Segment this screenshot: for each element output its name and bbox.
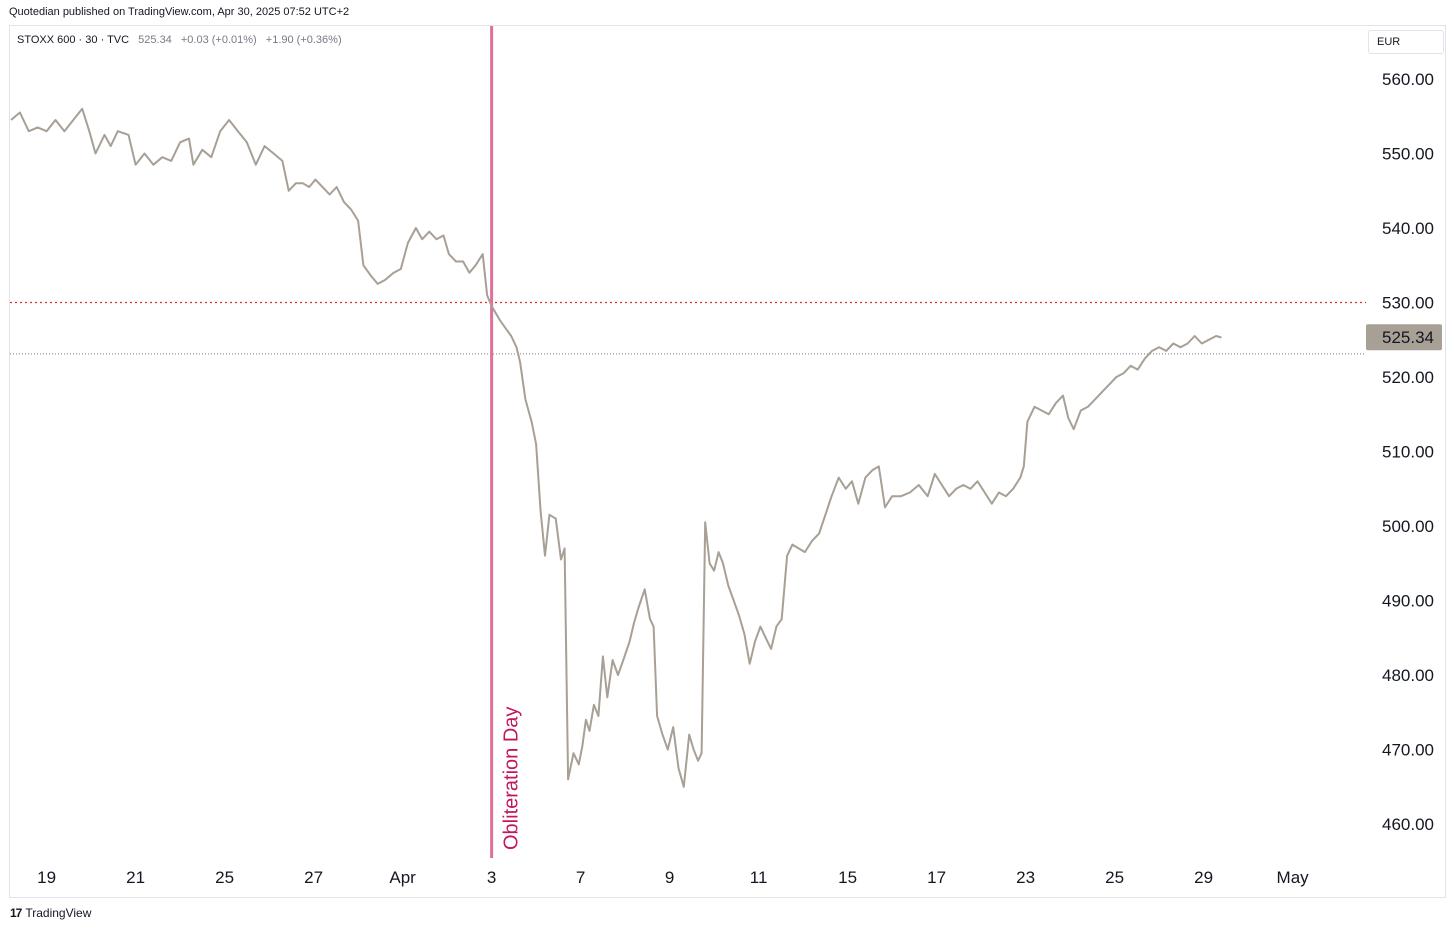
x-tick-label: 29 xyxy=(1194,868,1213,887)
tradingview-brand[interactable]: 17 TradingView xyxy=(10,906,91,920)
x-tick-label: 25 xyxy=(1105,868,1124,887)
y-tick-label: 510.00 xyxy=(1382,443,1434,462)
event-label: Obliteration Day xyxy=(501,707,523,850)
legend-change-2: +1.90 (+0.36%) xyxy=(265,34,342,46)
x-tick-label: 19 xyxy=(37,868,56,887)
legend-values: 525.34 +0.03 (+0.01%) +1.90 (+0.36%) xyxy=(138,34,347,46)
last-value-badge xyxy=(1366,324,1442,351)
chart-frame xyxy=(9,25,1446,898)
y-tick-label: 540.00 xyxy=(1382,219,1434,238)
x-tick-label: 21 xyxy=(126,868,145,887)
last-value-badge-label: 525.34 xyxy=(1382,328,1434,347)
x-tick-label: 3 xyxy=(487,868,496,887)
series-group xyxy=(10,107,1222,788)
legend-change-1: +0.03 (+0.01%) xyxy=(180,34,257,46)
x-tick-label: 25 xyxy=(215,868,234,887)
last-value-badge-group: 525.34 xyxy=(1366,324,1442,351)
x-tick-label: 23 xyxy=(1016,868,1035,887)
event-marker-group: Obliteration Day xyxy=(490,26,523,858)
y-tick-label: 530.00 xyxy=(1382,294,1434,313)
tradingview-logo-icon: 17 xyxy=(10,906,22,920)
x-tick-label: 7 xyxy=(576,868,585,887)
y-tick-label: 490.00 xyxy=(1382,592,1434,611)
chart-legend: STOXX 600 · 30 · TVC 525.34 +0.03 (+0.01… xyxy=(17,34,348,46)
currency-selector[interactable]: EUR xyxy=(1368,30,1444,54)
y-tick-label: 500.00 xyxy=(1382,517,1434,536)
y-tick-label: 480.00 xyxy=(1382,666,1434,685)
y-tick-label: 550.00 xyxy=(1382,145,1434,164)
brand-label: TradingView xyxy=(25,906,92,920)
y-tick-label: 470.00 xyxy=(1382,741,1434,760)
y-axis: 460.00 470.00 480.00 490.00 500.00 510.00 520.… xyxy=(1382,70,1434,834)
y-tick-label: 560.00 xyxy=(1382,70,1434,89)
x-tick-label: 9 xyxy=(665,868,674,887)
x-tick-label: 27 xyxy=(304,868,323,887)
price-series-line[interactable] xyxy=(10,107,1222,788)
x-tick-label: Apr xyxy=(389,868,416,887)
x-tick-label: 11 xyxy=(750,868,768,887)
x-tick-label: 17 xyxy=(927,868,946,887)
publisher-line: Quotedian published on TradingView.com, … xyxy=(9,6,350,18)
legend-last: 525.34 xyxy=(138,34,172,46)
x-axis: 19 21 25 27 Apr 3 7 9 11 15 17 23 25 29 May xyxy=(37,868,1309,887)
y-tick-label: 460.00 xyxy=(1382,815,1434,834)
x-tick-label: May xyxy=(1277,868,1310,887)
reference-lines xyxy=(10,301,1366,355)
y-tick-label: 520.00 xyxy=(1382,368,1434,387)
legend-symbol[interactable]: STOXX 600 · 30 · TVC xyxy=(17,34,130,46)
x-tick-label: 15 xyxy=(838,868,857,887)
